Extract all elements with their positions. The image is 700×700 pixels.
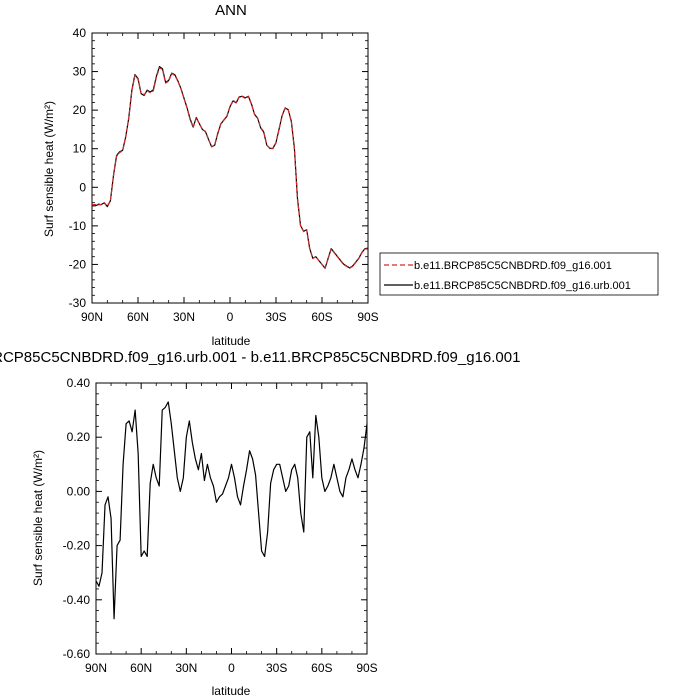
top-y-tick-label: -30 xyxy=(69,296,87,310)
top-x-tick-label: 90S xyxy=(357,310,378,324)
bottom-chart-title: b.e11.BRCP85C5CNBDRD.f09_g16.urb.001 - b… xyxy=(0,349,520,366)
top-y-tick-label: 40 xyxy=(73,26,87,40)
top-series-group xyxy=(92,65,369,269)
top-x-tick-label: 0 xyxy=(227,310,234,324)
top-y-tick-label: 30 xyxy=(73,65,87,79)
top-series-line-1 xyxy=(92,67,368,269)
legend: b.e11.BRCP85C5CNBDRD.f09_g16.001 b.e11.B… xyxy=(379,252,659,296)
bottom-x-tick-label: 60S xyxy=(311,661,332,675)
bottom-x-tick-label: 90S xyxy=(356,661,377,675)
top-x-ticks: 90N 60N 30N 0 30S 60S 90S xyxy=(81,33,379,324)
bottom-x-tick-label: 90N xyxy=(85,661,107,675)
top-y-tick-label: -10 xyxy=(69,219,87,233)
top-y-tick-label: 20 xyxy=(73,103,87,117)
bottom-y-tick-label: -0.60 xyxy=(63,647,91,661)
top-x-tick-label: 30N xyxy=(173,310,195,324)
bottom-y-tick-label: -0.40 xyxy=(63,593,91,607)
bottom-x-axis-label: latitude xyxy=(212,684,251,698)
bottom-y-tick-label: 0.20 xyxy=(67,430,91,444)
top-y-ticks: 40 30 20 10 0 -10 -20 -30 xyxy=(69,26,368,310)
legend-frame xyxy=(379,252,659,296)
bottom-y-axis-label: Surf sensible heat (W/m²) xyxy=(31,450,45,586)
bottom-x-tick-label: 60N xyxy=(130,661,152,675)
bottom-y-tick-label: 0.00 xyxy=(67,484,91,498)
top-y-tick-label: -20 xyxy=(69,257,87,271)
bottom-y-tick-label: 0.40 xyxy=(67,376,91,390)
top-x-tick-label: 60S xyxy=(311,310,332,324)
bottom-x-tick-label: 0 xyxy=(228,661,235,675)
top-x-tick-label: 60N xyxy=(127,310,149,324)
bottom-x-tick-label: 30S xyxy=(266,661,287,675)
bottom-y-ticks: 0.40 0.20 0.00 -0.20 -0.40 -0.60 xyxy=(63,376,367,661)
top-y-axis-label: Surf sensible heat (W/m²) xyxy=(42,101,56,237)
top-chart-title: ANN xyxy=(215,2,247,19)
top-x-tick-label: 30S xyxy=(265,310,286,324)
top-x-axis-label: latitude xyxy=(212,334,251,348)
legend-label-series-2: b.e11.BRCP85C5CNBDRD.f09_g16.urb.001 xyxy=(414,280,631,292)
bottom-x-ticks: 90N 60N 30N 0 30S 60S 90S xyxy=(85,383,378,675)
top-x-tick-label: 90N xyxy=(81,310,103,324)
legend-label-series-1: b.e11.BRCP85C5CNBDRD.f09_g16.001 xyxy=(414,260,612,272)
bottom-x-tick-label: 30N xyxy=(175,661,197,675)
bottom-series-line-1 xyxy=(95,401,368,620)
bottom-chart: b.e11.BRCP85C5CNBDRD.f09_g16.urb.001 - b… xyxy=(0,349,520,698)
bottom-series-group xyxy=(95,401,368,620)
bottom-y-tick-label: -0.20 xyxy=(63,539,91,553)
top-series-line-2 xyxy=(92,65,369,269)
top-y-tick-label: 0 xyxy=(79,180,86,194)
top-y-tick-label: 10 xyxy=(73,142,87,156)
